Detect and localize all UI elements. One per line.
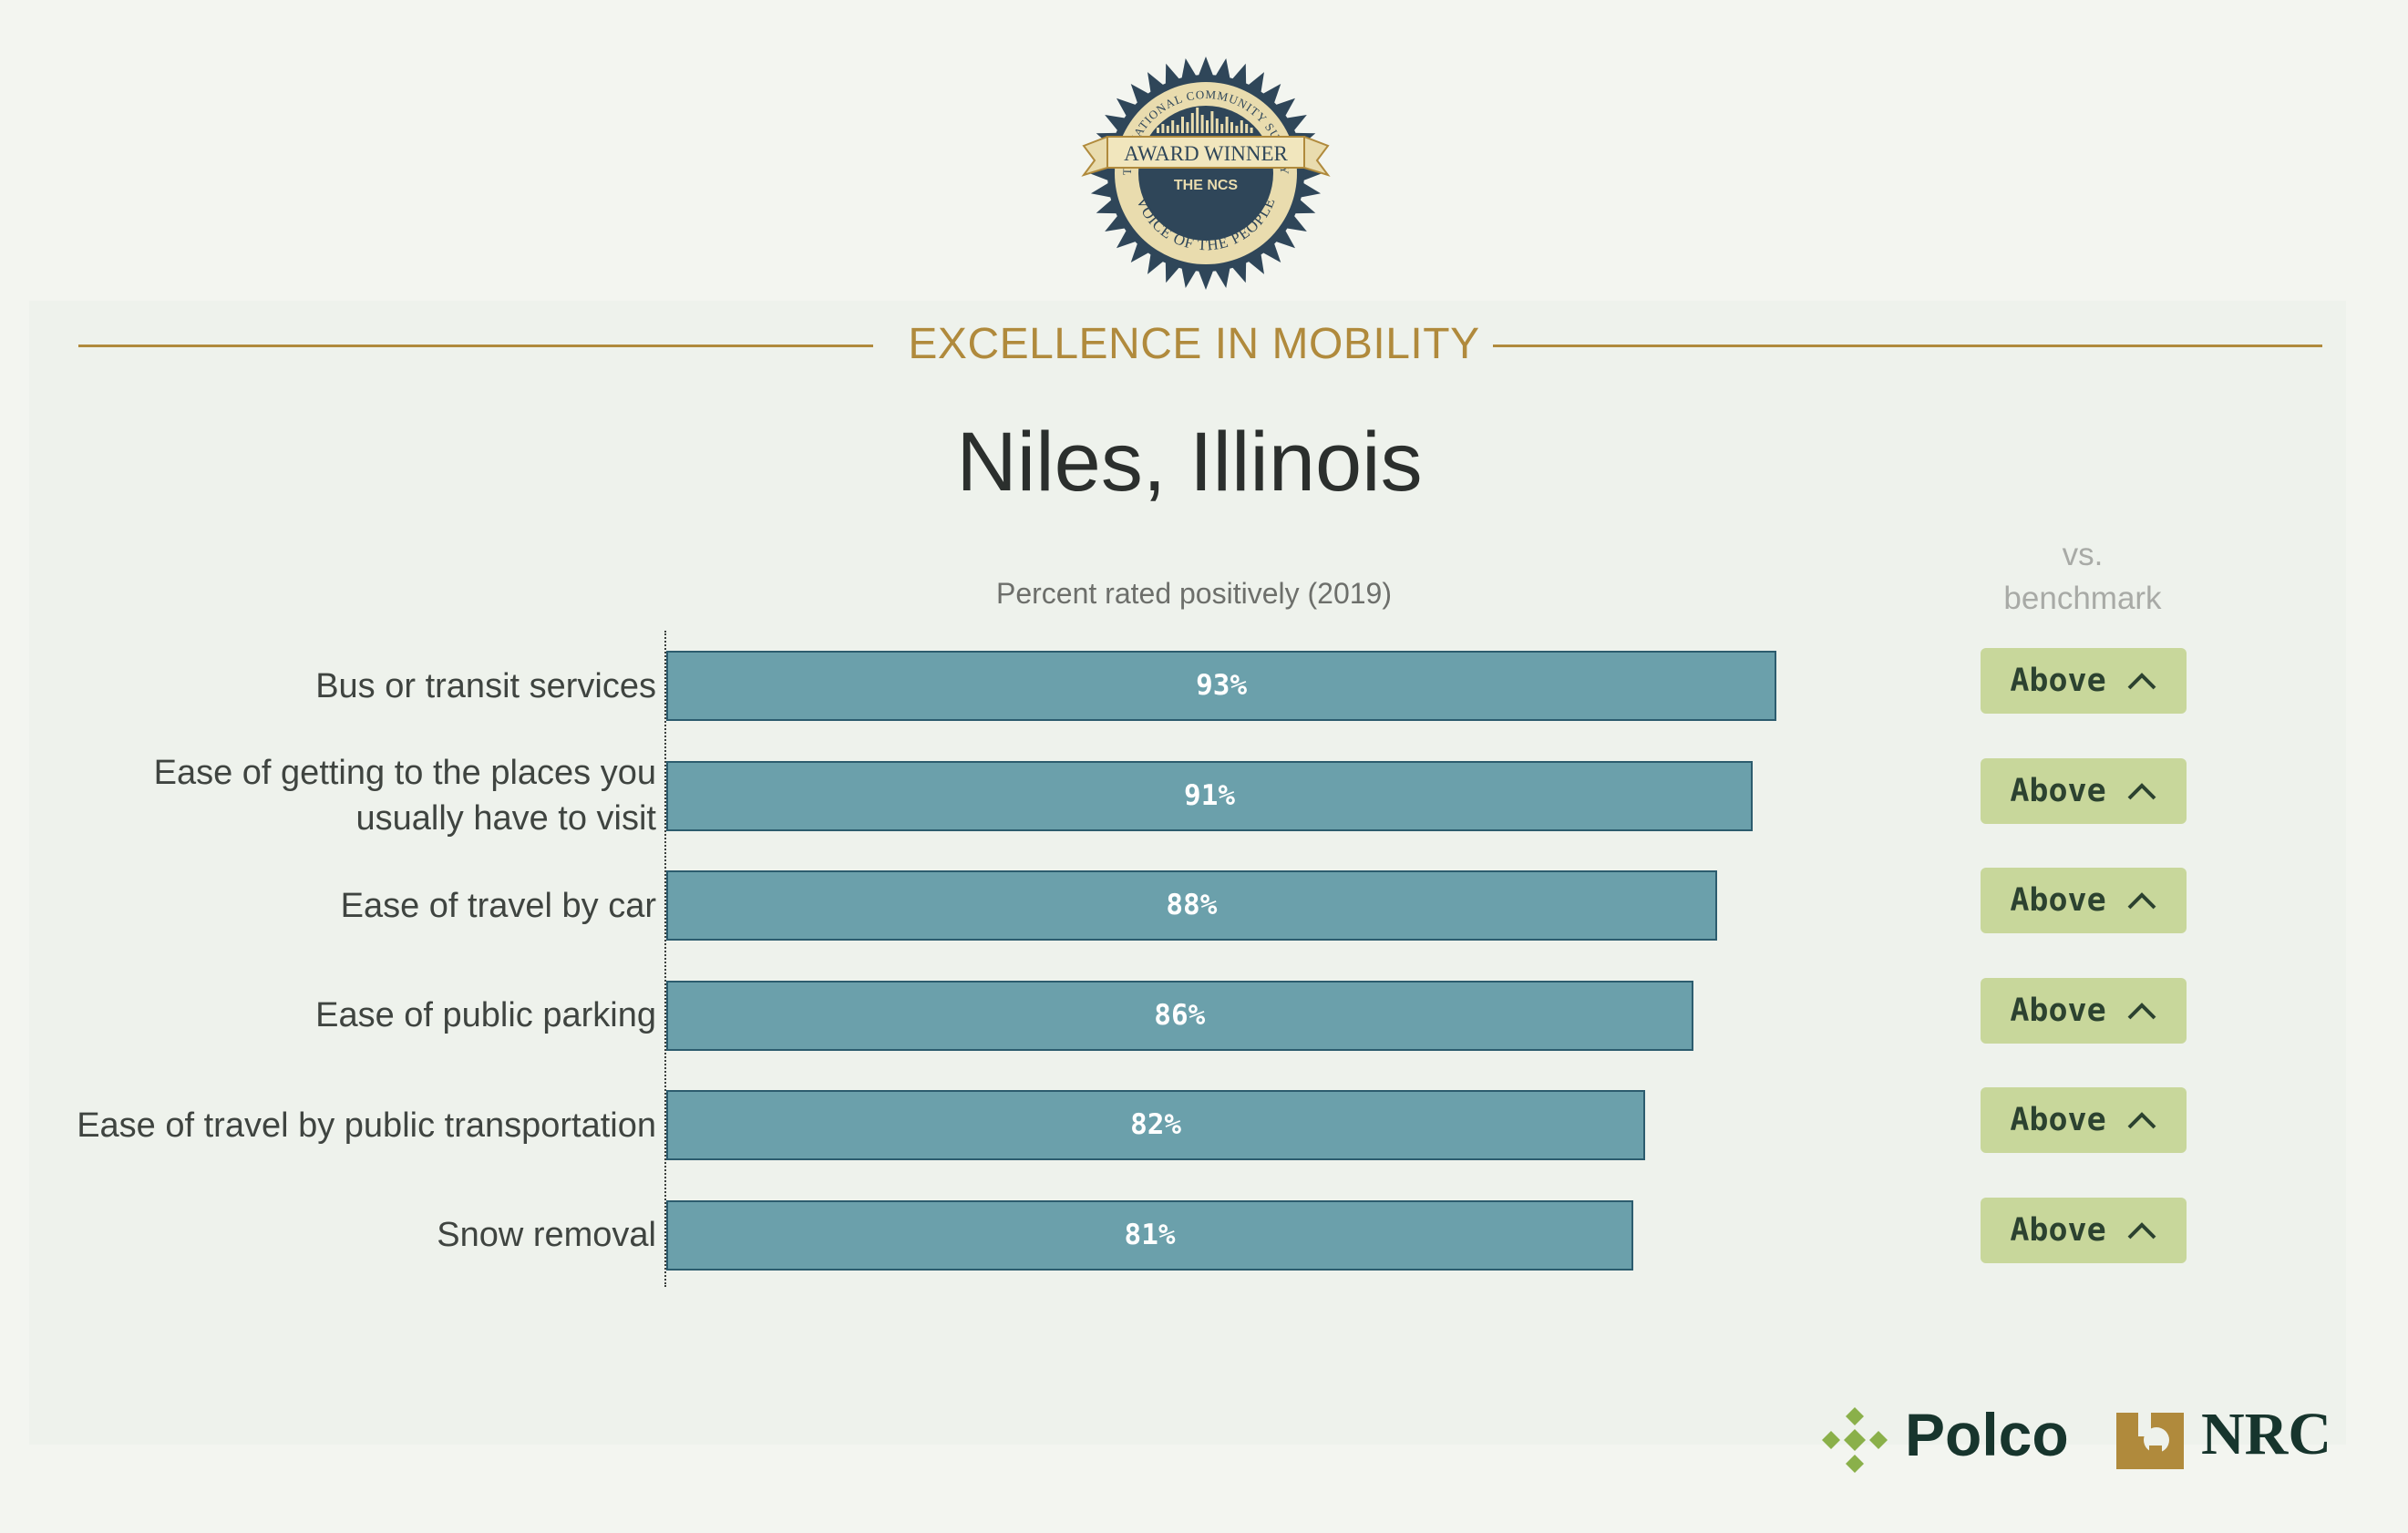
benchmark-text: Above — [2010, 1211, 2106, 1249]
benchmark-badge: Above — [1981, 1197, 2187, 1263]
benchmark-header: vs. benchmark — [1969, 533, 2197, 621]
nrc-logo-icon — [2116, 1413, 2184, 1469]
row-label-line: Ease of getting to the places you — [153, 754, 656, 792]
benchmark-badge: Above — [1981, 868, 2187, 933]
row-label: Ease of public parking — [18, 993, 656, 1038]
row-label: Ease of travel by car — [18, 883, 656, 929]
section-title: EXCELLENCE IN MOBILITY — [908, 320, 1480, 368]
nrc-logo-text: NRC — [2201, 1401, 2331, 1467]
bar — [666, 870, 1717, 941]
row-label: Snow removal — [18, 1212, 656, 1258]
chevron-up-icon — [2127, 892, 2156, 910]
bar-value-label: 82% — [1130, 1108, 1182, 1141]
bar-value-label: 91% — [1184, 778, 1236, 812]
chevron-up-icon — [2127, 673, 2156, 690]
row-label-line: Snow removal — [437, 1216, 656, 1254]
row-label-line: Ease of public parking — [315, 996, 656, 1034]
bar-value-label: 86% — [1154, 998, 1206, 1032]
benchmark-text: Above — [2010, 772, 2106, 809]
bar-value-label: 88% — [1166, 889, 1218, 921]
page-title: Niles, Illinois — [956, 416, 1423, 509]
row-label: Ease of travel by public transportation — [18, 1103, 656, 1148]
bar-value-label: 93% — [1196, 669, 1248, 702]
award-badge-icon: THE NATIONAL COMMUNITY SURVEY VOICE OF T… — [1081, 57, 1331, 290]
bar — [666, 1199, 1634, 1271]
svg-text:THE NCS: THE NCS — [1174, 178, 1239, 193]
benchmark-badge: Above — [1981, 1087, 2187, 1153]
row-label-line: Ease of travel by public transportation — [77, 1106, 656, 1145]
benchmark-text: Above — [2010, 663, 2106, 699]
bar — [666, 651, 1777, 721]
bar — [666, 1090, 1646, 1160]
bar — [666, 980, 1693, 1051]
svg-text:AWARD WINNER: AWARD WINNER — [1124, 142, 1288, 165]
chart-baseline — [664, 631, 666, 1287]
title-rule-right — [1493, 345, 2322, 347]
row-label: Ease of getting to the places you usually… — [18, 750, 656, 841]
title-rule-left — [78, 345, 873, 347]
benchmark-text: Above — [2010, 992, 2106, 1029]
benchmark-badge: Above — [1981, 977, 2187, 1044]
chart-subtitle: Percent rated positively (2019) — [996, 577, 1392, 610]
bar-value-label: 81% — [1124, 1218, 1176, 1251]
chevron-up-icon — [2127, 1002, 2156, 1019]
benchmark-text: Above — [2010, 882, 2106, 919]
row-label-line: Bus or transit services — [315, 666, 656, 705]
row-label-line: Ease of travel by car — [340, 886, 656, 925]
polco-logo-icon — [1822, 1407, 1888, 1473]
chevron-up-icon — [2127, 782, 2156, 799]
row-label: Bus or transit services — [18, 664, 656, 709]
row-label-line: usually have to visit — [355, 799, 657, 838]
benchmark-header-line-1: vs. — [2062, 537, 2104, 572]
chevron-up-icon — [2127, 1112, 2156, 1129]
bar — [666, 760, 1754, 831]
polco-logo-text: Polco — [1905, 1401, 2069, 1468]
benchmark-text: Above — [2010, 1102, 2106, 1138]
chevron-up-icon — [2127, 1221, 2156, 1239]
benchmark-badge: Above — [1981, 757, 2187, 824]
benchmark-badge: Above — [1981, 648, 2187, 714]
benchmark-header-line-2: benchmark — [2003, 581, 2162, 616]
